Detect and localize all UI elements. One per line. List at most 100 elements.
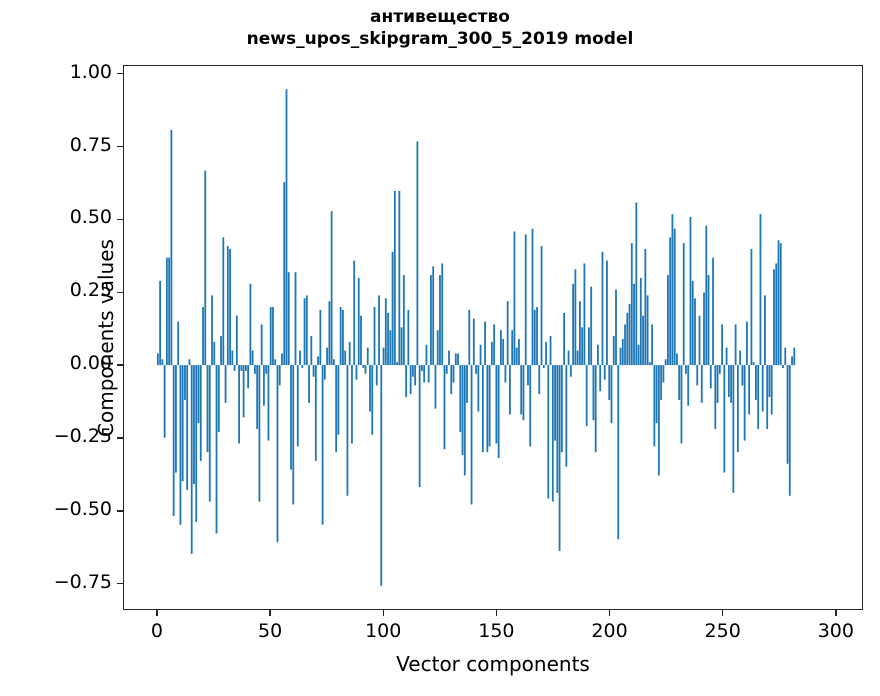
bar [773,269,775,366]
bar [752,362,755,366]
bar [612,336,615,366]
x-tick-label: 50 [258,620,283,642]
bar [588,327,590,366]
bar [574,269,577,366]
x-tick-label: 100 [365,620,402,642]
bar [766,365,769,429]
bar [310,336,313,366]
bar [303,298,306,366]
bar [445,365,448,374]
bar [276,365,279,543]
bar [454,353,457,366]
bar [163,365,166,438]
bar [748,365,751,415]
bar [231,350,234,366]
bar [301,365,304,368]
bar [466,365,468,403]
bar [736,365,739,453]
bar [788,365,791,496]
bar [651,324,654,366]
bar [384,298,387,366]
bar [380,365,383,586]
bar [292,365,295,505]
bar [208,365,211,502]
bar [504,365,507,383]
bar [565,365,568,467]
bar [362,365,365,368]
bar [626,312,629,366]
bar [578,301,581,366]
bar [764,295,766,366]
bar [549,336,552,366]
bar [278,365,281,386]
bar [648,362,651,366]
bar [425,344,428,366]
bar [547,365,550,499]
bar [481,365,484,453]
bar [493,324,496,366]
bar [332,359,335,366]
bar [633,283,635,366]
bar [452,365,455,383]
bar [222,237,225,366]
bar [743,365,746,441]
bar [369,365,371,412]
bar [522,365,525,421]
bar [258,365,261,502]
bar [793,347,796,366]
bar [678,365,681,400]
plot-axes [123,65,863,610]
bar [346,365,349,496]
bar-series [156,89,796,586]
bar [791,356,793,366]
bar [495,365,498,444]
bar [750,248,753,366]
bar [662,365,665,383]
bar [274,359,277,366]
x-tick-label: 150 [478,620,515,642]
bar [199,365,202,461]
bar [671,214,674,366]
bar [777,240,780,366]
bar [610,365,613,424]
bar [335,365,338,453]
bar [211,295,213,366]
bar [576,350,579,366]
bar [594,365,597,453]
bar [330,211,333,366]
bar [244,365,247,371]
bar [296,365,299,447]
bar [673,228,676,366]
bar [172,365,175,517]
bar [314,365,317,461]
bar [597,344,599,366]
bar [669,237,672,366]
bar [418,365,421,488]
bar [299,350,301,366]
bar [606,260,608,366]
bar [457,353,459,366]
bar [265,365,268,374]
bar [177,321,180,366]
bar [786,365,789,464]
x-tick-mark [608,610,611,616]
bar [685,365,687,374]
bar [204,170,207,366]
bar [723,365,726,473]
y-axis-label: Components values [93,238,118,437]
bar [567,350,570,366]
bar [540,246,543,366]
bar [472,318,475,366]
bar [206,365,209,453]
bar [156,353,159,366]
bar [263,365,265,406]
bar [342,309,344,366]
bar [391,251,394,366]
x-tick-label: 250 [704,620,741,642]
bar [364,365,367,374]
bar [682,243,685,366]
bar [581,327,584,366]
bar [427,365,430,383]
bar [572,283,575,366]
bar [387,312,389,366]
